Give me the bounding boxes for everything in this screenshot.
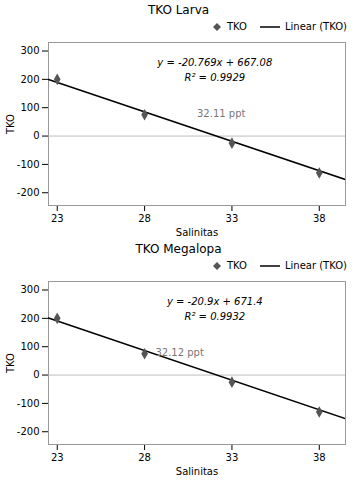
svg-text:32.11 ppt: 32.11 ppt — [197, 108, 246, 119]
svg-text:100: 100 — [20, 102, 39, 113]
svg-text:-200: -200 — [17, 426, 40, 437]
svg-text:R² = 0.9932: R² = 0.9932 — [184, 311, 245, 322]
svg-text:23: 23 — [51, 213, 64, 224]
svg-text:38: 38 — [313, 452, 326, 463]
svg-text:28: 28 — [138, 213, 151, 224]
svg-text:-100: -100 — [17, 398, 40, 409]
svg-text:23: 23 — [51, 452, 64, 463]
svg-text:28: 28 — [138, 452, 151, 463]
svg-text:Salinitas: Salinitas — [176, 466, 218, 477]
svg-text:R² = 0.9929: R² = 0.9929 — [184, 72, 245, 83]
svg-text:y = -20.769x + 667.08: y = -20.769x + 667.08 — [156, 57, 272, 68]
svg-text:300: 300 — [20, 284, 39, 295]
svg-text:Salinitas: Salinitas — [176, 227, 218, 238]
svg-text:TKO: TKO — [5, 114, 16, 135]
svg-text:33: 33 — [226, 452, 239, 463]
svg-text:200: 200 — [20, 74, 39, 85]
html-text:TKO: TKO — [226, 21, 247, 32]
svg-text:0: 0 — [33, 130, 39, 141]
html-text:Linear (TKO): Linear (TKO) — [284, 21, 347, 32]
svg-text:TKO: TKO — [5, 353, 16, 374]
html-text:Linear (TKO): Linear (TKO) — [284, 260, 347, 271]
svg-text:38: 38 — [313, 213, 326, 224]
svg-text:100: 100 — [20, 341, 39, 352]
svg-text:-200: -200 — [17, 187, 40, 198]
svg-text:y = -20.9x + 671.4: y = -20.9x + 671.4 — [166, 296, 263, 307]
html-text:TKO: TKO — [226, 260, 247, 271]
html-text:TKO Megalopa: TKO Megalopa — [135, 242, 222, 256]
html-text:TKO Larva: TKO Larva — [147, 3, 210, 17]
svg-text:33: 33 — [226, 213, 239, 224]
svg-text:0: 0 — [33, 369, 39, 380]
svg-text:200: 200 — [20, 313, 39, 324]
svg-text:300: 300 — [20, 45, 39, 56]
svg-text:-100: -100 — [17, 159, 40, 170]
svg-text:32.12 ppt: 32.12 ppt — [155, 347, 204, 358]
